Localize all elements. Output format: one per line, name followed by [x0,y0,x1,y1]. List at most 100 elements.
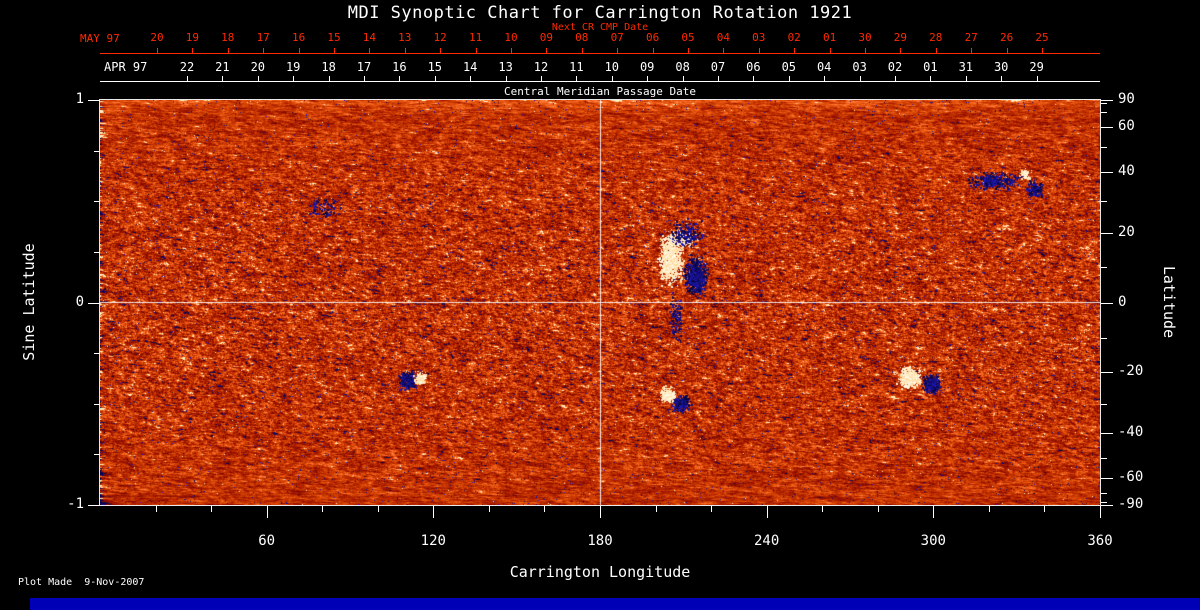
cmp-tick [541,76,542,81]
left-axis-title: Sine Latitude [20,243,38,361]
cmp-day-label: 09 [639,60,655,74]
left-axis-tick-label: 0 [75,293,84,310]
cmp-day-label: 12 [533,60,549,74]
cmp-tick [505,76,507,81]
next-cr-tick [369,48,371,53]
cmp-day-label: 03 [852,60,867,74]
next-cr-day-label: 28 [929,31,943,44]
cmp-day-label: 18 [321,60,336,74]
right-axis-minor-tick [1101,267,1107,269]
next-cr-tick [900,48,902,53]
bottom-axis-tick-label: 180 [587,533,613,549]
cmp-day-label: 08 [675,60,690,74]
bottom-axis-tick-label: 300 [920,533,946,549]
next-cr-tick [511,48,512,53]
bottom-axis-major-tick [766,506,768,518]
bottom-axis-tick-label: 120 [420,533,446,549]
cmp-day-label: 22 [179,60,195,74]
bottom-blue-bar [30,598,1200,610]
right-axis-major-tick [1101,100,1113,101]
next-cr-tick [794,48,796,53]
left-axis-minor-tick [94,403,100,405]
next-cr-day-label: 10 [504,31,518,44]
next-cr-day-label: 09 [539,31,554,44]
cmp-tick [1036,76,1038,81]
right-axis-minor-tick [1101,201,1107,203]
cmp-day-label: 31 [958,60,974,74]
cmp-day-label: 05 [781,60,797,74]
next-cr-day-label: 06 [645,31,660,44]
right-axis-tick-label: 0 [1118,293,1127,310]
bottom-axis-tick-label: 240 [754,533,780,549]
cmp-axis-title: Central Meridian Passage Date [503,85,697,98]
right-axis-tick-label: -60 [1118,468,1144,485]
cmp-tick [187,76,188,81]
cmp-tick [364,76,365,81]
next-cr-day-label: 25 [1035,31,1049,44]
next-cr-axis-line [100,53,1100,54]
next-cr-tick [227,48,229,53]
cmp-tick [222,76,224,81]
left-axis-major-tick [88,505,100,506]
right-axis-major-tick [1101,172,1113,174]
next-cr-day-label: 05 [681,31,695,44]
next-cr-day-label: 16 [291,31,306,44]
right-axis-major-tick [1101,477,1113,479]
next-cr-tick [334,48,335,53]
cmp-tick [824,76,826,81]
right-axis-major-tick [1101,371,1113,373]
next-cr-tick [263,48,265,53]
cmp-tick [682,76,684,81]
next-cr-tick [1006,48,1008,53]
cmp-tick [611,76,613,81]
next-cr-tick [617,48,619,53]
cmp-tick [647,76,649,81]
next-cr-day-label: 14 [362,31,377,44]
cmp-day-label: 10 [604,60,620,74]
left-axis-tick-label: -1 [67,496,84,512]
cmp-day-label: 14 [462,60,478,74]
bottom-axis-tick-label: 60 [258,533,276,549]
next-cr-day-label: 03 [752,31,766,44]
right-axis-major-tick [1101,432,1113,434]
left-axis-tick-label: 1 [75,91,84,107]
bottom-axis-minor-tick [544,506,546,512]
bottom-axis-title: Carrington Longitude [509,563,691,581]
bottom-axis-minor-tick [655,506,657,512]
bottom-axis-major-tick [1100,506,1101,518]
left-axis-minor-tick [94,201,100,203]
cmp-month-label: APR 97 [104,60,148,74]
right-axis-tick-label: 90 [1118,91,1135,107]
bottom-axis-minor-tick [877,506,879,512]
cmp-tick [470,76,472,81]
next-cr-tick [581,48,583,53]
magnetogram-image [100,100,1100,505]
bottom-axis-minor-tick [488,506,490,512]
right-axis-minor-tick [1101,501,1107,503]
cmp-tick [753,76,755,81]
cmp-day-label: 01 [923,60,938,74]
right-axis-minor-tick [1101,337,1107,339]
next-cr-day-label: 17 [256,31,270,44]
cmp-day-label: 11 [569,60,584,74]
cmp-day-label: 19 [285,60,301,74]
right-axis-major-tick [1101,233,1113,235]
left-axis-minor-tick [94,353,100,355]
right-axis-minor-tick [1101,103,1107,105]
cmp-axis-line [100,81,1100,82]
cmp-tick [293,76,295,81]
left-axis-minor-tick [94,454,100,456]
next-cr-tick [971,48,973,53]
right-axis-major-tick [1101,505,1113,506]
next-cr-tick [723,48,725,53]
cmp-day-label: 04 [816,60,832,74]
cmp-tick [399,76,401,81]
cmp-tick [576,76,578,81]
next-cr-day-label: 26 [999,31,1014,44]
cmp-day-label: 06 [746,60,761,74]
next-cr-tick [440,48,442,53]
next-cr-tick [935,48,937,53]
right-axis-minor-tick [1101,403,1107,405]
cmp-day-label: 15 [427,60,443,74]
next-cr-day-label: 12 [433,31,447,44]
